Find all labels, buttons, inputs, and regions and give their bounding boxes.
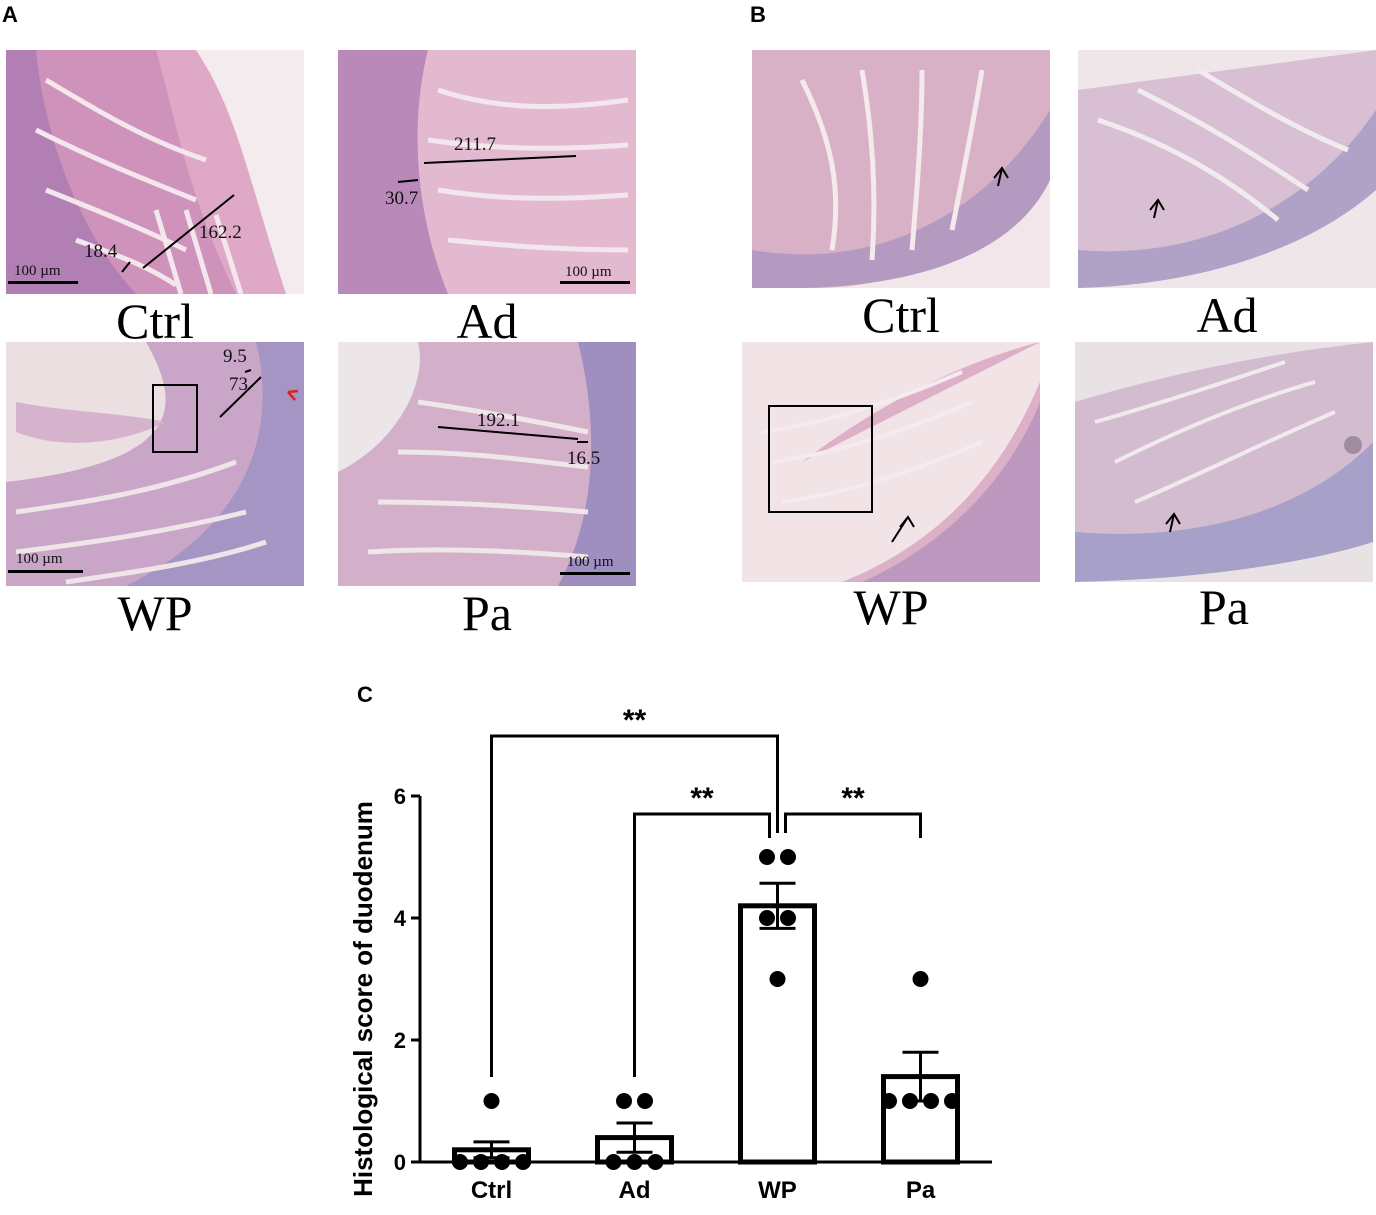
bar-chart-svg: 0 2 4 6 Histological score of duodenum Ctrl Ad… (348, 704, 992, 1204)
caption-b-pa: Pa (1199, 579, 1249, 635)
scale-label-a-wp: 100 µm (16, 551, 63, 567)
scale-label-a-ctrl: 100 µm (14, 263, 61, 279)
micrograph-a-pa: 192.1 16.5 100 µm (338, 342, 636, 586)
arrow-icon (993, 166, 1009, 187)
histological-score-chart: 0 2 4 6 Histological score of duodenum Ctrl Ad… (340, 670, 1020, 1215)
data-point (473, 1154, 489, 1170)
measure-a-wp-2: 73 (229, 374, 248, 395)
data-point (616, 1093, 632, 1109)
significance-label: ** (690, 782, 714, 815)
caption-a-ad: Ad (456, 293, 518, 349)
caption-b-ctrl: Ctrl (862, 287, 940, 343)
data-point (647, 1154, 664, 1170)
panel-c-letter: C (357, 682, 373, 707)
scale-bar (560, 572, 630, 575)
micrograph-a-ad: 211.7 30.7 100 µm (338, 50, 636, 294)
data-point (759, 910, 775, 926)
data-point (483, 1093, 500, 1109)
highlight-box (768, 405, 873, 513)
scale-label-a-ad: 100 µm (565, 264, 612, 280)
data-point (780, 910, 796, 926)
significance-label: ** (841, 782, 865, 815)
micrograph-a-wp: 9.5 73 100 µm (6, 342, 304, 586)
micrograph-a-ctrl-graphic: 18.4 162.2 100 µm (6, 50, 304, 294)
panel-b-letter: B (750, 2, 766, 27)
y-tick-label: 0 (394, 1150, 406, 1175)
data-point (759, 849, 775, 865)
x-tick-label: Ad (619, 1177, 651, 1204)
caption-b-wp: WP (853, 579, 929, 635)
data-point (769, 971, 786, 987)
data-point (881, 1093, 897, 1109)
arrow-icon (1149, 198, 1165, 219)
data-point (780, 849, 796, 865)
measure-a-pa-1: 192.1 (477, 410, 520, 431)
micrograph-b-wp-graphic (742, 342, 1040, 582)
micrograph-a-pa-graphic: 192.1 16.5 100 µm (338, 342, 636, 586)
scale-bar (8, 570, 83, 573)
data-point (626, 1154, 643, 1170)
scale-label-a-pa: 100 µm (567, 554, 614, 570)
panel-a-letter: A (2, 2, 18, 27)
y-axis-label: Histological score of duodenum (348, 801, 378, 1197)
data-point (605, 1154, 622, 1170)
micrograph-b-ad (1078, 50, 1376, 288)
data-point (902, 1093, 918, 1109)
significance-bracket (633, 812, 771, 1077)
x-tick-label: Ctrl (471, 1177, 512, 1204)
scale-bar (560, 281, 630, 284)
data-point (515, 1154, 531, 1170)
data-point (494, 1154, 510, 1170)
measure-a-wp-1: 9.5 (223, 346, 247, 367)
measure-a-ctrl-2: 162.2 (199, 222, 242, 243)
data-point (944, 1093, 960, 1109)
caption-a-wp: WP (117, 585, 193, 641)
measure-a-pa-2: 16.5 (567, 448, 600, 469)
micrograph-b-ad-graphic (1078, 50, 1376, 288)
data-point (912, 971, 929, 987)
micrograph-a-ctrl: 18.4 162.2 100 µm (6, 50, 304, 294)
y-tick-label: 4 (394, 906, 407, 931)
data-point (637, 1093, 653, 1109)
arrow-icon (891, 515, 915, 543)
arrow-icon (1165, 512, 1181, 533)
micrograph-b-ctrl (752, 50, 1050, 288)
data-point (923, 1093, 939, 1109)
x-tick-label: WP (758, 1177, 797, 1204)
highlight-box (152, 384, 198, 453)
scale-bar (8, 281, 78, 284)
y-tick-label: 2 (394, 1028, 406, 1053)
significance-label: ** (623, 704, 647, 737)
micrograph-b-ctrl-graphic (752, 50, 1050, 288)
measure-a-ctrl-1: 18.4 (84, 241, 118, 262)
micrograph-a-wp-graphic: 9.5 73 100 µm (6, 342, 304, 586)
micrograph-b-pa-graphic (1075, 342, 1373, 582)
data-point (452, 1154, 468, 1170)
significance-bracket (784, 812, 922, 838)
caption-a-ctrl: Ctrl (116, 293, 194, 349)
micrograph-b-pa (1075, 342, 1373, 582)
caption-b-ad: Ad (1196, 287, 1258, 343)
significance-bracket (490, 734, 779, 1077)
bar (738, 903, 817, 1165)
measure-a-ad-2: 30.7 (385, 188, 418, 209)
micrograph-b-wp (742, 342, 1040, 582)
x-tick-label: Pa (906, 1177, 936, 1204)
measure-a-ad-1: 211.7 (454, 134, 496, 155)
caption-a-pa: Pa (462, 585, 512, 641)
red-arrow-icon (287, 389, 299, 401)
micrograph-a-ad-graphic: 211.7 30.7 100 µm (338, 50, 636, 294)
y-tick-label: 6 (394, 784, 406, 809)
